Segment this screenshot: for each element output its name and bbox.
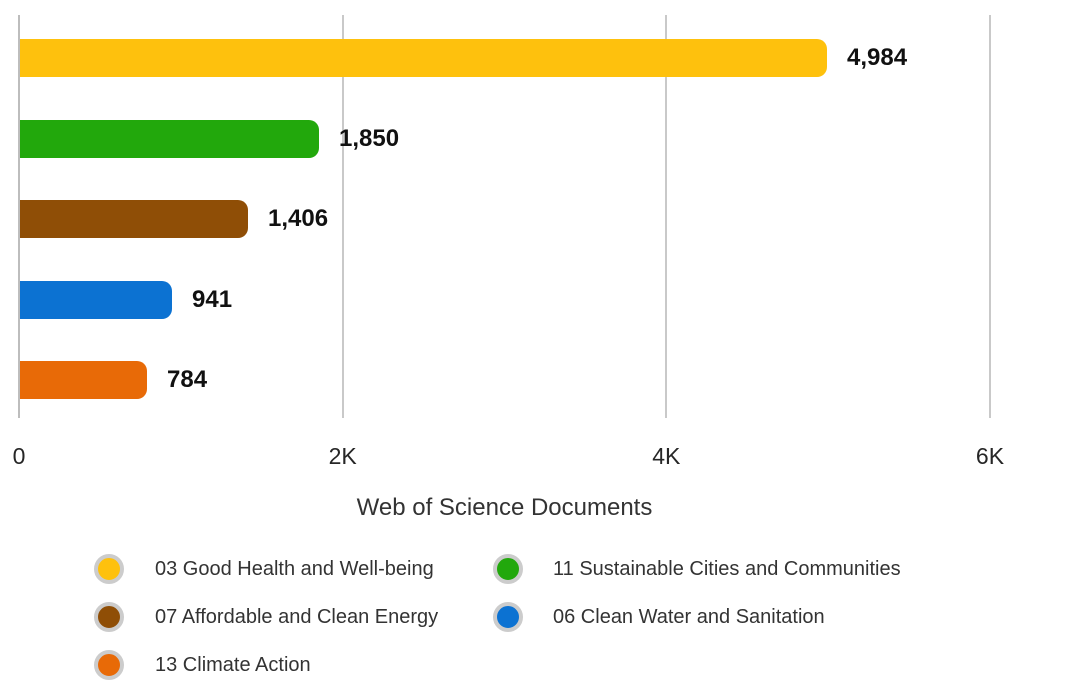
bar-row-13-climate-action: 784 [20, 361, 1060, 399]
legend-label: 06 Clean Water and Sanitation [553, 605, 825, 628]
bar-07-affordable-and-clean-energy[interactable] [20, 200, 248, 238]
legend-label: 13 Climate Action [155, 653, 311, 676]
x-tick-2k: 2K [328, 443, 357, 469]
legend-item-07-affordable-and-clean-energy[interactable]: 07 Affordable and Clean Energy [94, 602, 438, 632]
bar-value-03-good-health-and-well-being: 4,984 [847, 44, 908, 71]
bar-row-06-clean-water-and-sanitation: 941 [20, 281, 1060, 319]
legend-item-03-good-health-and-well-being[interactable]: 03 Good Health and Well-being [94, 554, 434, 584]
bar-row-03-good-health-and-well-being: 4,984 [20, 39, 1060, 77]
bar-value-13-climate-action: 784 [167, 366, 208, 393]
bar-row-07-affordable-and-clean-energy: 1,406 [20, 200, 1060, 238]
x-axis-title: Web of Science Documents [356, 494, 653, 521]
bar-03-good-health-and-well-being[interactable] [20, 39, 827, 77]
bar-value-11-sustainable-cities-and-communities: 1,850 [339, 125, 400, 152]
bar-11-sustainable-cities-and-communities[interactable] [20, 120, 319, 158]
y-axis-line [18, 15, 20, 418]
bar-13-climate-action[interactable] [20, 361, 147, 399]
gridline-6k [989, 15, 991, 418]
legend-swatch-icon [493, 554, 523, 584]
legend-label: 03 Good Health and Well-being [155, 557, 434, 580]
bar-value-07-affordable-and-clean-energy: 1,406 [268, 205, 329, 232]
legend-swatch-icon [94, 554, 124, 584]
legend-swatch-icon [94, 602, 124, 632]
legend-item-13-climate-action[interactable]: 13 Climate Action [94, 650, 311, 680]
bar-06-clean-water-and-sanitation[interactable] [20, 281, 172, 319]
x-tick-0: 0 [12, 443, 26, 469]
legend-label: 11 Sustainable Cities and Communities [553, 557, 901, 580]
legend-item-06-clean-water-and-sanitation[interactable]: 06 Clean Water and Sanitation [493, 602, 825, 632]
gridline-2k [341, 15, 344, 418]
x-tick-6k: 6K [975, 443, 1005, 469]
bar-value-06-clean-water-and-sanitation: 941 [192, 286, 233, 313]
legend-swatch-icon [493, 602, 523, 632]
bar-row-11-sustainable-cities-and-communities: 1,850 [20, 120, 1060, 158]
legend-label: 07 Affordable and Clean Energy [155, 605, 439, 628]
gridline-4k [665, 15, 668, 418]
legend-swatch-icon [94, 650, 124, 680]
x-tick-4k: 4K [652, 443, 681, 469]
legend-item-11-sustainable-cities-and-communities[interactable]: 11 Sustainable Cities and Communities [493, 554, 901, 584]
